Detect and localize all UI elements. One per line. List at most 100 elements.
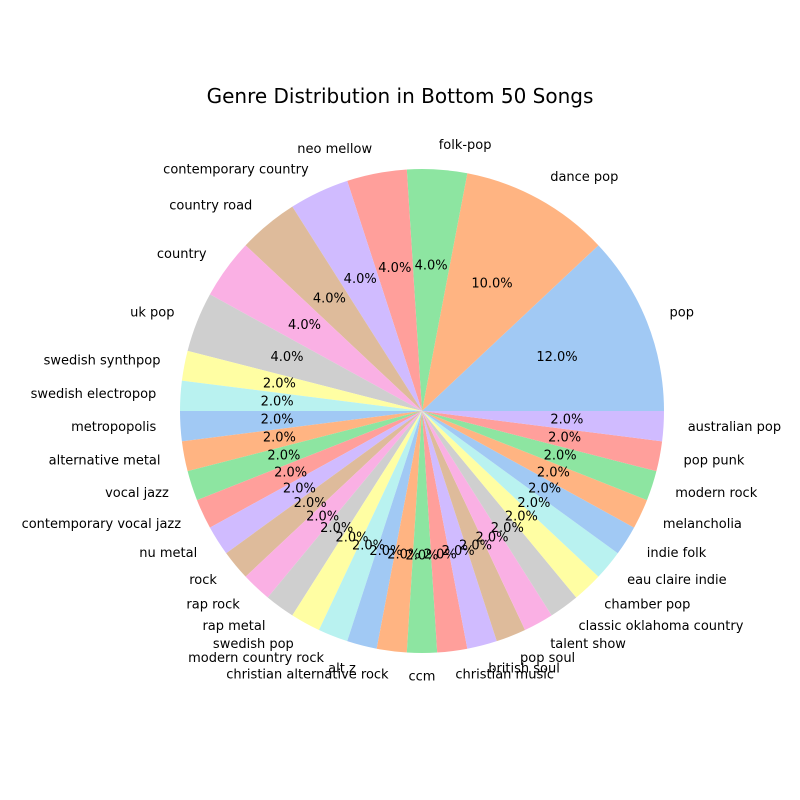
slice-percent-label: 2.0% <box>459 539 492 554</box>
slice-percent-label: 4.0% <box>415 259 448 274</box>
pie-slice-neo-mellow <box>347 169 422 411</box>
slice-label: alt z <box>328 661 356 676</box>
chart-title: Genre Distribution in Bottom 50 Songs <box>207 84 594 108</box>
pie-slice-classic-oklahoma-country <box>422 411 577 616</box>
slice-percent-label: 2.0% <box>263 431 296 446</box>
pie-slice-chamber-pop <box>422 411 599 598</box>
slice-percent-label: 2.0% <box>261 394 294 409</box>
slice-percent-label: 2.0% <box>387 548 420 563</box>
slice-label: talent show <box>550 637 626 652</box>
slice-percent-label: 2.0% <box>369 544 402 559</box>
pie-slice-alternative-metal <box>181 411 422 472</box>
slice-percent-label: 2.0% <box>537 465 570 480</box>
slice-label: modern country rock <box>188 651 324 666</box>
slice-percent-label: 2.0% <box>405 549 438 564</box>
slice-label: swedish synthpop <box>44 354 161 369</box>
pie-slice-christian-alternative-rock <box>376 411 422 653</box>
slice-percent-label: 2.0% <box>544 448 577 463</box>
slice-percent-label: 2.0% <box>550 413 583 428</box>
slice-label: rap rock <box>186 598 240 613</box>
slice-label: australian pop <box>688 420 781 435</box>
slice-label: contemporary vocal jazz <box>22 517 182 532</box>
slice-percent-label: 2.0% <box>528 481 561 496</box>
slice-percent-label: 2.0% <box>517 496 550 511</box>
pie-slice-eau-claire-indie <box>422 411 618 577</box>
pie-slice-country <box>209 245 422 411</box>
slice-percent-label: 2.0% <box>424 548 457 563</box>
pie-slice-rap-metal <box>267 411 422 616</box>
slice-label: pop <box>670 306 694 321</box>
slice-percent-label: 2.0% <box>442 544 475 559</box>
slice-label: eau claire indie <box>627 573 727 588</box>
pie-slice-modern-rock <box>422 411 657 501</box>
slice-label: pop punk <box>684 453 745 468</box>
slice-label: melancholia <box>663 517 742 532</box>
pie-slice-contemporary-vocal-jazz <box>196 411 422 528</box>
slice-percent-label: 2.0% <box>335 531 368 546</box>
pie-slice-swedish-electropop <box>180 380 422 411</box>
pie-slice-pop <box>422 245 664 411</box>
pie-slice-contemporary-country <box>292 180 422 411</box>
slice-label: nu metal <box>139 546 197 561</box>
slice-label: neo mellow <box>297 142 372 157</box>
pie-slice-swedish-synthpop <box>181 350 422 411</box>
slice-label: contemporary country <box>163 163 309 178</box>
pie-slice-dance-pop <box>422 173 599 411</box>
slice-label: british soul <box>488 661 560 676</box>
slice-percent-label: 10.0% <box>471 276 512 291</box>
pie-slice-british-soul <box>422 411 497 649</box>
pie-slice-christian-music <box>422 411 468 653</box>
slice-label: alternative metal <box>49 453 161 468</box>
slice-label: folk-pop <box>439 138 492 153</box>
slice-label: modern rock <box>675 486 758 501</box>
pie-slice-australian-pop <box>422 411 664 442</box>
pie-slice-alt-z <box>347 411 422 649</box>
pie-slice-folk-pop <box>406 169 468 411</box>
slice-percent-label: 2.0% <box>263 376 296 391</box>
slice-label: rap metal <box>202 619 265 634</box>
pie-slice-indie-folk <box>422 411 635 554</box>
slice-label: christian alternative rock <box>226 668 389 683</box>
pie-slice-metropopolis <box>180 411 422 442</box>
pie-slice-ccm <box>406 411 438 653</box>
pie-slice-melancholia <box>422 411 648 528</box>
slice-percent-label: 2.0% <box>261 413 294 428</box>
slice-percent-label: 2.0% <box>283 481 316 496</box>
slice-label: classic oklahoma country <box>579 619 744 634</box>
slice-label: swedish pop <box>213 637 294 652</box>
slice-label: vocal jazz <box>105 486 169 501</box>
slice-percent-label: 2.0% <box>306 509 339 524</box>
pie-slice-rap-rock <box>245 411 422 598</box>
slice-label: ccm <box>409 670 436 685</box>
slice-percent-label: 2.0% <box>320 521 353 536</box>
slice-label: dance pop <box>550 170 618 185</box>
slice-label: indie folk <box>647 546 707 561</box>
pie-slices <box>180 169 664 653</box>
slice-label: chamber pop <box>604 598 690 613</box>
slice-percent-label: 2.0% <box>475 531 508 546</box>
slice-label: rock <box>189 573 217 588</box>
slice-percent-label: 2.0% <box>352 539 385 554</box>
pie-slice-nu-metal <box>209 411 422 554</box>
slice-percent-label: 2.0% <box>267 448 300 463</box>
pie-slice-rock <box>226 411 422 577</box>
slice-percent-label: 4.0% <box>270 350 303 365</box>
pie-slice-modern-country-rock <box>318 411 422 642</box>
slice-percent-labels: 12.0%10.0%4.0%4.0%4.0%4.0%4.0%4.0%2.0%2.… <box>261 259 584 564</box>
pie-slice-country-road <box>245 206 422 411</box>
slice-percent-label: 4.0% <box>378 261 411 276</box>
slice-percent-label: 4.0% <box>344 272 377 287</box>
slice-label: pop soul <box>520 651 575 666</box>
slice-percent-label: 4.0% <box>288 318 321 333</box>
slice-label: swedish electropop <box>31 387 157 402</box>
slice-percent-label: 2.0% <box>294 496 327 511</box>
slice-label: metropopolis <box>71 420 156 435</box>
slice-percent-label: 2.0% <box>505 509 538 524</box>
slice-percent-label: 2.0% <box>548 431 581 446</box>
slice-label: country <box>157 247 207 262</box>
slice-label: country road <box>169 198 252 213</box>
pie-slice-pop-soul <box>422 411 526 642</box>
slice-percent-label: 12.0% <box>536 350 577 365</box>
slice-labels: pop dance pop folk-pop neo mellow contempora… <box>22 138 782 685</box>
